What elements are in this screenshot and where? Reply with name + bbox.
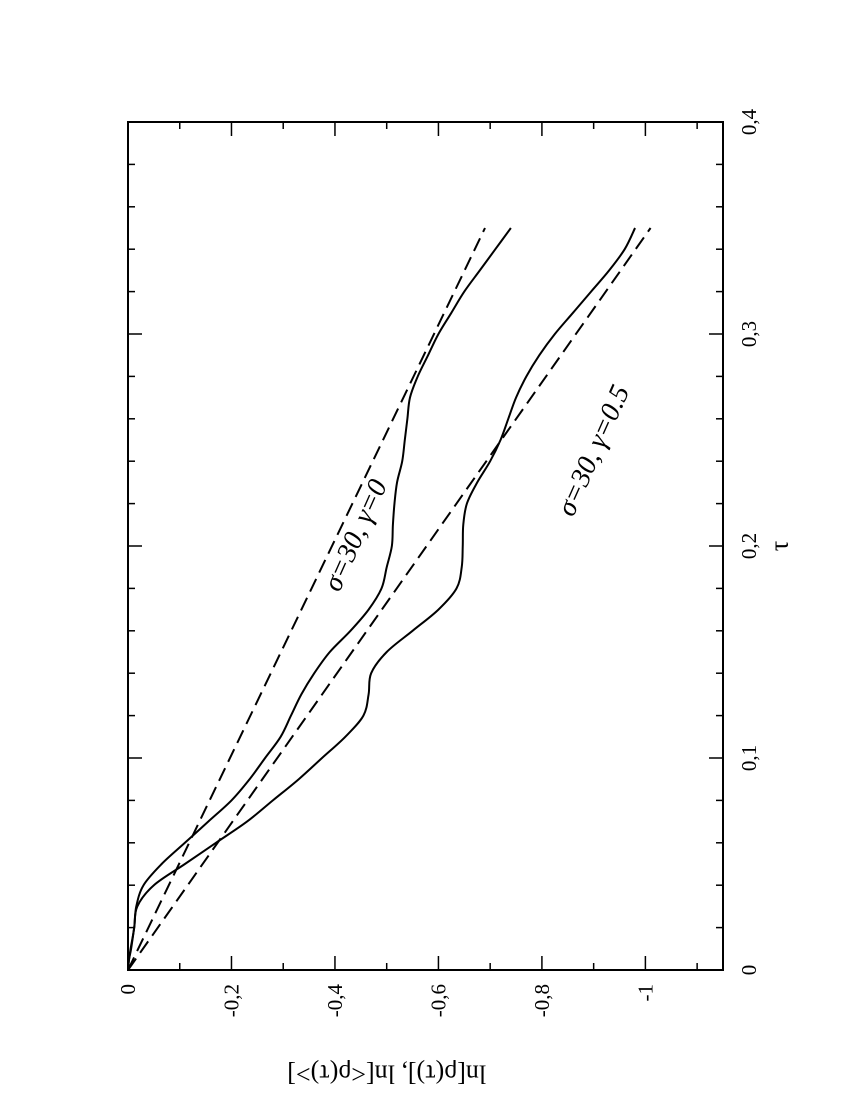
x-tick-label: 0 (737, 965, 761, 976)
y-tick-label: -0,2 (219, 984, 243, 1017)
y-tick-label: -0,6 (426, 984, 450, 1017)
y-tick-label: -0,8 (530, 984, 554, 1017)
x-axis-title: τ (765, 541, 794, 551)
dashed-fit-line-2 (127, 227, 486, 971)
x-tick-label: 0,3 (737, 321, 761, 347)
tick-labels: 0 0,1 0,2 0,3 0,4 0 -0,2 -0,4 -0,6 -0,8 -1 τ ln[ρ(τ)… (116, 108, 794, 1088)
y-tick-label: -0,4 (323, 984, 347, 1018)
x-tick-label: 0,4 (737, 108, 761, 135)
y-tick-label: -1 (633, 984, 657, 1002)
y-tick-label: 0 (116, 984, 140, 995)
curve-annotation-1: σ=30, γ=0.5 (551, 381, 636, 521)
annotations: σ=30, γ=0 σ=30, γ=0.5 (317, 381, 636, 596)
solid-curve-1 (127, 227, 636, 971)
solid-curve-0 (127, 227, 512, 971)
dashed-fit-line-3 (127, 227, 652, 971)
x-tick-label: 0,1 (737, 745, 761, 771)
y-axis-title: ln[ρ(τ)], ln[<ρ(τ)>] (287, 1060, 486, 1089)
data-series (127, 227, 652, 971)
x-tick-label: 0,2 (737, 533, 761, 559)
axis-ticks (127, 121, 723, 971)
curve-annotation-0: σ=30, γ=0 (317, 475, 394, 596)
